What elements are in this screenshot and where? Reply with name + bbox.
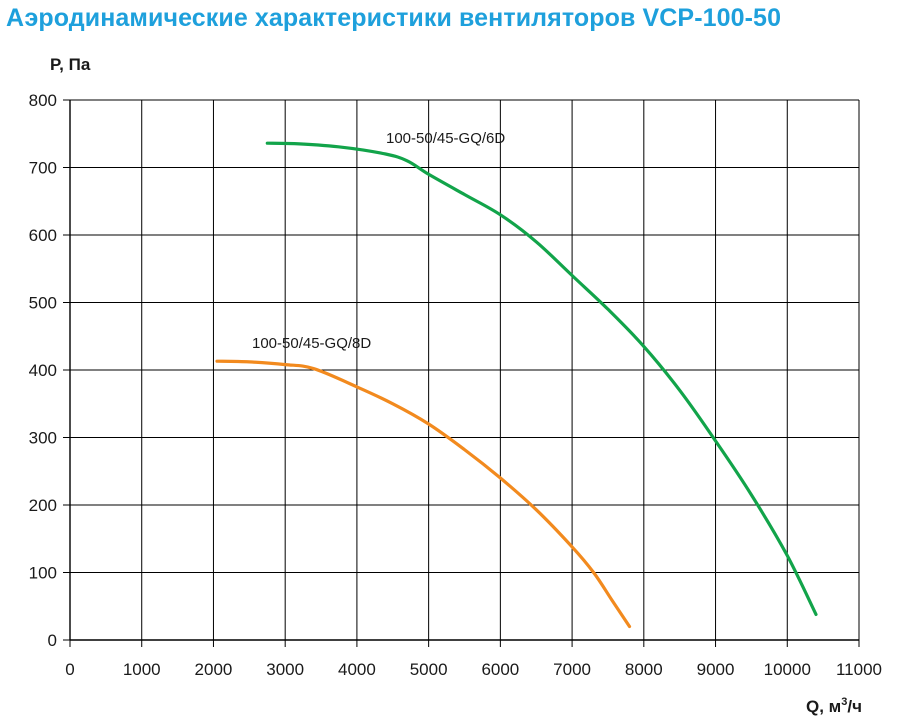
series-label-2: 100-50/45-GQ/8D	[252, 335, 371, 352]
series-label-1: 100-50/45-GQ/6D	[386, 130, 505, 147]
tick-labels: 0 1000 2000 3000 4000 5000 6000 7000 8000 9000 100…	[29, 91, 882, 679]
x-tick-label: 8000	[625, 660, 663, 679]
y-tick-label: 200	[29, 496, 57, 515]
y-tick-label: 800	[29, 91, 57, 110]
y-tick-label: 0	[48, 631, 57, 650]
x-tick-label: 1000	[123, 660, 161, 679]
chart-title: Аэродинамические характеристики вентилят…	[6, 4, 782, 32]
series-line-2	[215, 359, 632, 629]
y-tick-label: 300	[29, 429, 57, 448]
y-tick-label: 600	[29, 226, 57, 245]
x-axis-title: Q, м3/ч	[806, 696, 862, 716]
x-tick-label: 0	[65, 660, 74, 679]
x-tick-label: 5000	[410, 660, 448, 679]
x-tick-label: 11000	[836, 660, 882, 679]
series-line-1	[265, 141, 818, 616]
series	[215, 141, 818, 629]
y-tick-label: 400	[29, 361, 57, 380]
x-axis-title-sup: 3	[841, 696, 847, 708]
series-labels: 100-50/45-GQ/6D 100-50/45-GQ/8D	[252, 130, 505, 352]
grid	[63, 99, 860, 647]
x-tick-label: 7000	[553, 660, 591, 679]
x-tick-label: 2000	[195, 660, 233, 679]
x-axis-title-tail: /ч	[847, 697, 862, 716]
y-axis-title: P, Па	[50, 55, 91, 74]
x-tick-label: 6000	[481, 660, 519, 679]
y-tick-label: 500	[29, 294, 57, 313]
x-tick-label: 9000	[697, 660, 735, 679]
x-tick-label: 4000	[338, 660, 376, 679]
x-tick-label: 3000	[266, 660, 304, 679]
y-tick-label: 100	[29, 564, 57, 583]
x-axis-title-main: Q, м	[806, 697, 841, 716]
y-tick-label: 700	[29, 159, 57, 178]
x-tick-label: 10000	[764, 660, 811, 679]
